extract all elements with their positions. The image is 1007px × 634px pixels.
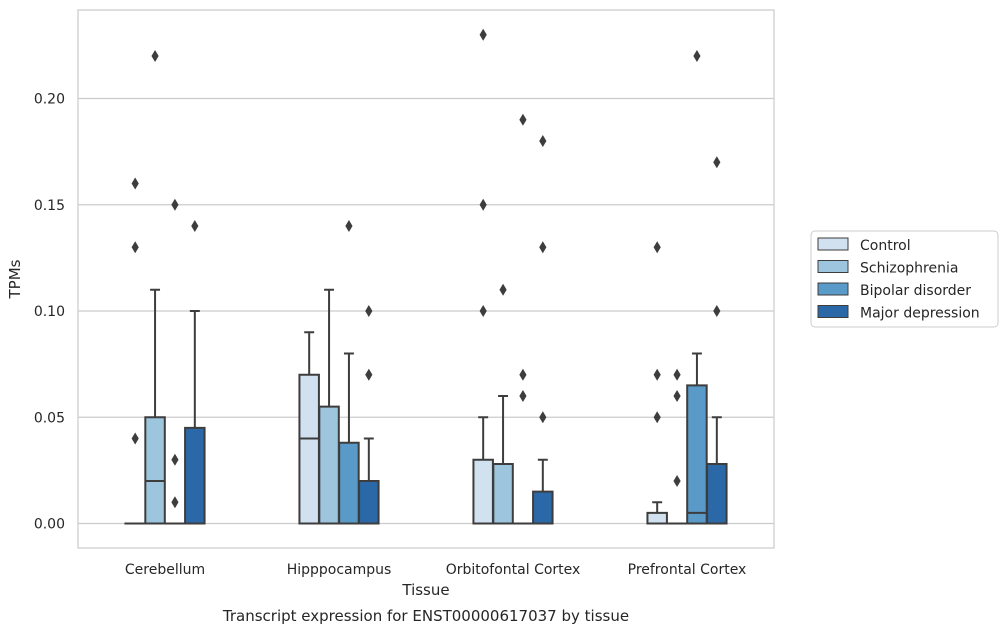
box — [532, 490, 554, 525]
box — [492, 463, 514, 525]
outlier-point — [539, 241, 547, 254]
box — [358, 480, 380, 525]
box-group — [358, 305, 380, 525]
outlier-point — [653, 411, 661, 424]
outlier-point — [171, 453, 179, 466]
outlier-point — [499, 283, 507, 296]
outlier-point — [479, 28, 487, 41]
box — [686, 384, 708, 525]
outlier-point — [131, 432, 139, 445]
x-tick-label: Prefrontal Cortex — [628, 562, 747, 578]
box — [298, 373, 320, 525]
outlier-point — [653, 368, 661, 381]
outlier-point — [519, 390, 527, 402]
plot-frame — [77, 9, 775, 549]
x-axis-title: Tissue — [401, 581, 449, 599]
outlier-point — [693, 50, 701, 62]
outlier-point — [713, 305, 721, 317]
outlier-point — [479, 198, 487, 211]
y-tick-labels: 0.00 0.05 0.10 0.15 0.20 — [34, 92, 65, 533]
outlier-point — [131, 177, 139, 190]
legend-swatch — [817, 237, 849, 251]
y-tick-label: 0.15 — [34, 198, 65, 214]
outlier-point — [673, 368, 681, 381]
outlier-point — [365, 305, 373, 317]
box-group — [492, 283, 514, 525]
outlier-point — [345, 220, 353, 232]
box — [144, 416, 166, 525]
box — [472, 458, 494, 525]
legend-label: Schizophrenia — [860, 261, 958, 277]
box-group — [164, 198, 186, 525]
box-group — [686, 50, 708, 525]
x-tick-label: Orbitofontal Cortex — [446, 562, 581, 578]
y-tick-label: 0.20 — [34, 92, 65, 108]
box — [338, 441, 360, 525]
y-tick-label: 0.05 — [34, 410, 65, 426]
outlier-point — [653, 241, 661, 254]
outlier-point — [479, 305, 487, 317]
outlier-point — [171, 496, 179, 509]
box — [706, 463, 728, 525]
chart-title: Transcript expression for ENST0000061703… — [222, 607, 629, 625]
legend: Control Schizophrenia Bipolar disorder Majo… — [810, 230, 999, 328]
outlier-point — [131, 241, 139, 254]
box-group — [532, 135, 554, 525]
legend-frame — [810, 230, 999, 328]
x-tick-label: Hipppocampus — [287, 562, 392, 578]
box-group — [144, 50, 166, 525]
y-axis-title: TPMs — [6, 259, 24, 299]
box-group — [646, 241, 668, 525]
box-group — [512, 113, 534, 525]
outlier-point — [171, 198, 179, 211]
legend-swatch — [817, 260, 849, 273]
box — [184, 426, 206, 525]
legend-swatch — [817, 282, 849, 296]
box — [646, 511, 668, 525]
box-group — [184, 220, 206, 525]
y-tick-label: 0.10 — [34, 304, 65, 320]
y-tick-label: 0.00 — [34, 517, 65, 533]
outlier-point — [519, 368, 527, 381]
outlier-point — [539, 135, 547, 147]
legend-swatch — [817, 305, 849, 318]
legend-label: Major depression — [860, 306, 980, 322]
outlier-point — [519, 113, 527, 126]
outlier-point — [539, 411, 547, 424]
box-group — [318, 288, 340, 525]
outlier-point — [151, 50, 159, 62]
outlier-point — [713, 156, 721, 169]
box-group — [706, 156, 728, 525]
legend-label: Bipolar disorder — [860, 283, 971, 299]
outlier-point — [365, 368, 373, 381]
outlier-point — [191, 220, 199, 232]
box-group — [124, 177, 146, 525]
plot-area — [124, 28, 728, 525]
box — [318, 405, 340, 525]
outlier-point — [673, 475, 681, 487]
x-tick-labels: Cerebellum Hipppocampus Orbitofontal Corte… — [125, 562, 746, 578]
legend-label: Control — [860, 238, 911, 254]
x-tick-label: Cerebellum — [125, 562, 205, 578]
outlier-point — [673, 390, 681, 402]
